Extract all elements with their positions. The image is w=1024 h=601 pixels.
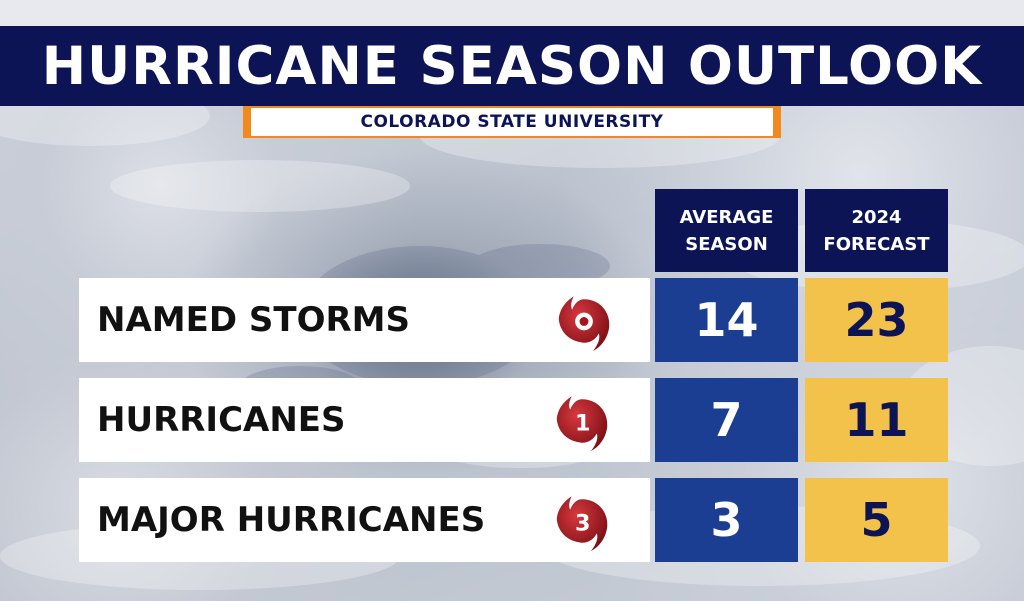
named-storms-average-cell: 14 [655,278,798,362]
column-header-line: AVERAGE [679,206,774,228]
title-bar: HURRICANE SEASON OUTLOOK [0,26,1024,106]
major-hurricanes-forecast-cell: 5 [805,478,948,562]
tropical-storm-icon [558,296,610,352]
major-hurricanes-average-value: 3 [710,493,743,547]
column-header-2024-forecast: 2024 FORECAST [805,189,948,272]
page-title: HURRICANE SEASON OUTLOOK [41,35,983,97]
row-label-major-hurricanes: MAJOR HURRICANES [79,478,650,562]
hurricanes-forecast-cell: 11 [805,378,948,462]
hurricanes-average-value: 7 [710,393,743,447]
hurricanes-average-cell: 7 [655,378,798,462]
source-banner: COLORADO STATE UNIVERSITY [243,106,781,138]
row-label-hurricanes: HURRICANES [79,378,650,462]
column-header-line: 2024 [851,206,902,228]
named-storms-forecast-cell: 23 [805,278,948,362]
major-hurricanes-forecast-value: 5 [860,493,893,547]
named-storms-forecast-value: 23 [844,293,909,347]
column-header-average-season: AVERAGE SEASON [655,189,798,272]
source-label: COLORADO STATE UNIVERSITY [251,108,773,136]
hurricane-category-1-icon: 1 [556,396,608,452]
major-hurricanes-average-cell: 3 [655,478,798,562]
hurricane-category-3-icon: 3 [556,496,608,552]
row-label-text: HURRICANES [97,400,346,440]
row-label-text: NAMED STORMS [97,300,410,340]
hurricane-category-number: 1 [575,410,590,436]
row-label-named-storms: NAMED STORMS [79,278,650,362]
row-label-text: MAJOR HURRICANES [97,500,486,540]
top-strip [0,0,1024,26]
hurricane-category-number: 3 [575,510,590,536]
hurricanes-forecast-value: 11 [844,393,909,447]
column-header-line: FORECAST [823,233,930,255]
named-storms-average-value: 14 [694,293,759,347]
column-header-line: SEASON [685,233,768,255]
